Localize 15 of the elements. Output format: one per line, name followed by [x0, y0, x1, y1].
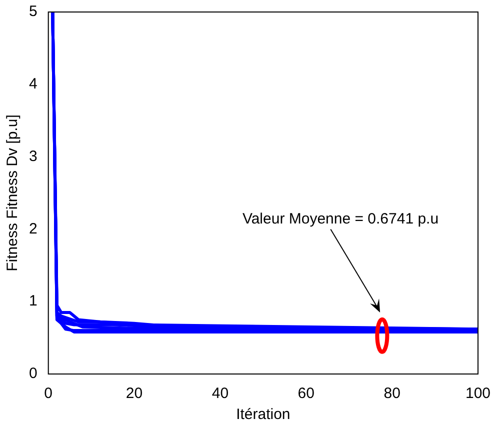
- annotation: Valeur Moyenne = 0.6741 p.u: [242, 210, 439, 228]
- x-tick-label: 60: [298, 385, 314, 402]
- y-tick-label: 2: [29, 220, 38, 238]
- y-axis-title: Fitness Fitness Dv [p.u]: [4, 114, 22, 272]
- x-tick-label: 100: [465, 385, 491, 402]
- y-tick-label: 5: [29, 3, 38, 20]
- y-tick-label: 1: [29, 292, 38, 310]
- y-tick-label: 0: [29, 365, 38, 382]
- y-tick-label: 3: [29, 148, 38, 165]
- y-tick-label: 4: [29, 76, 38, 93]
- x-tick-label: 20: [126, 385, 143, 402]
- x-axis-title: Itération: [236, 406, 290, 424]
- x-tick-label: 40: [212, 385, 229, 402]
- x-tick-label: 80: [384, 385, 400, 402]
- x-tick-label: 0: [44, 385, 53, 402]
